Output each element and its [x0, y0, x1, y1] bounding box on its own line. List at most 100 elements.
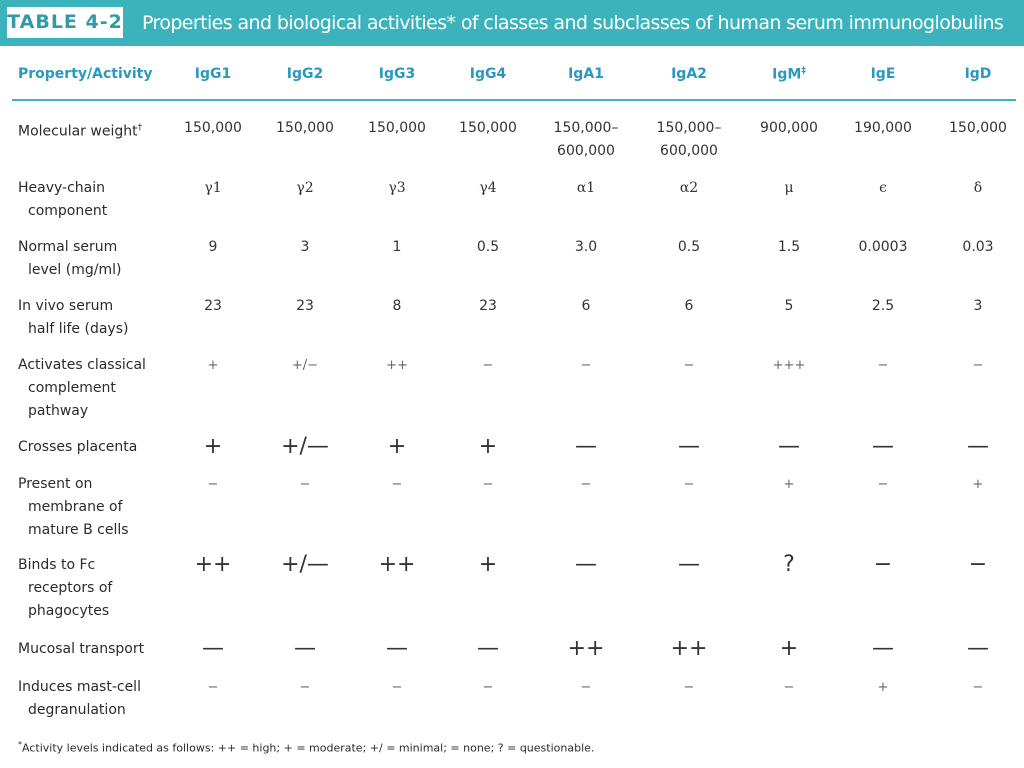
row-label-line: mature B cells — [28, 522, 129, 538]
column-header-igg2: IgG2 — [287, 66, 323, 82]
table-cell-igm: + — [779, 636, 799, 661]
table-cell-igg3: + — [387, 434, 407, 459]
row-label-line: Crosses placenta — [18, 439, 138, 455]
table-cell-igm: 900,000 — [760, 120, 818, 136]
column-header-label: IgA2 — [671, 66, 707, 82]
row-label-line: pathway — [28, 403, 89, 419]
table-cell-igg3: γ3 — [388, 180, 406, 196]
column-header-label: IgG4 — [469, 66, 507, 82]
table-cell-igg3: ++ — [378, 552, 416, 577]
table-cell-igm: ? — [783, 552, 795, 577]
table-cell-iga1: − — [580, 680, 592, 695]
table-cell-igm: +++ — [772, 358, 806, 373]
row-label-line: Induces mast-cell — [18, 679, 141, 695]
table-cell-iga2: 0.5 — [677, 239, 701, 255]
column-header-label: IgG2 — [286, 66, 324, 82]
table-cell-igg4: + — [478, 552, 498, 577]
table-number-tag: TABLE 4-2 — [6, 6, 124, 39]
table-cell-ige: − — [877, 358, 889, 373]
column-header-igg1: IgG1 — [195, 66, 231, 82]
table-cell-igg2: +/— — [281, 434, 329, 459]
row-label-line: phagocytes — [28, 603, 110, 619]
row-label: Induces mast-cell degranulation — [18, 676, 176, 722]
table-cell-igg4: − — [482, 358, 494, 373]
table-cell-iga2: 150,000– 600,000 — [656, 120, 722, 159]
row-label-line: In vivo serum — [18, 298, 114, 314]
table-cell-igg2: − — [299, 477, 311, 492]
column-header-label: IgD — [964, 66, 992, 82]
row-label-line: Normal serum — [18, 239, 118, 255]
table-cell-igd: + — [972, 477, 984, 492]
column-header-label: IgA1 — [568, 66, 604, 82]
row-label-line: Molecular weight† — [18, 123, 143, 140]
column-header-igg3: IgG3 — [379, 66, 415, 82]
table-cell-ige: − — [877, 477, 889, 492]
row-label: Molecular weight† — [18, 117, 176, 144]
table-cell-igg3: 150,000 — [368, 120, 426, 136]
row-label-footnote-mark: † — [137, 123, 143, 133]
table-cell-igm: — — [778, 434, 800, 459]
column-header-label: IgG1 — [194, 66, 232, 82]
row-label: In vivo serum half life (days) — [18, 295, 176, 341]
row-label: Mucosal transport — [18, 638, 176, 661]
table-cell-iga2: — — [678, 552, 700, 577]
table-cell-igg2: +/− — [291, 358, 319, 373]
column-header-igg4: IgG4 — [470, 66, 506, 82]
header-divider — [12, 99, 1016, 101]
table-cell-iga2: − — [683, 680, 695, 695]
table-cell-igg1: − — [207, 477, 219, 492]
table-cell-igg4: 0.5 — [476, 239, 500, 255]
row-label-line: Heavy-chain — [18, 180, 106, 196]
table-cell-igg2: − — [299, 680, 311, 695]
footnote-text: Activity levels indicated as follows: ++… — [22, 741, 595, 755]
row-label: Present on membrane of mature B cells — [18, 473, 176, 542]
table-cell-iga1: ++ — [567, 636, 605, 661]
column-header-iga2: IgA2 — [671, 66, 707, 82]
column-header-iga1: IgA1 — [568, 66, 604, 82]
table-cell-igg3: 8 — [392, 298, 402, 314]
table-title: Properties and biological activities* of… — [142, 12, 1004, 34]
table-cell-ige: − — [873, 552, 893, 577]
row-label: Activates classical complement pathway — [18, 354, 176, 423]
column-header-label: IgG3 — [378, 66, 416, 82]
table-cell-igg3: 1 — [392, 239, 402, 255]
column-header-ige: IgE — [871, 66, 896, 82]
table-cell-igg3: − — [391, 680, 403, 695]
table-cell-igg2: — — [294, 636, 316, 661]
table-cell-igg2: 3 — [300, 239, 310, 255]
row-label-line: half life (days) — [28, 321, 129, 337]
table-cell-igg2: 23 — [296, 298, 314, 314]
row-label-line: level (mg/ml) — [28, 262, 122, 278]
footnote: *Activity levels indicated as follows: +… — [18, 740, 594, 755]
table-cell-igg3: — — [386, 636, 408, 661]
table-cell-iga2: 6 — [684, 298, 694, 314]
table-cell-igg3: − — [391, 477, 403, 492]
row-label-line: Present on — [18, 476, 93, 492]
table-cell-iga2: − — [683, 477, 695, 492]
column-header-igd: IgD — [965, 66, 992, 82]
column-header-label: Property/Activity — [18, 66, 153, 82]
table-cell-igg3: ++ — [386, 358, 408, 373]
table-cell-igg1: + — [203, 434, 223, 459]
column-header-row: Property/Activity IgG1 IgG2 IgG3 IgG4 IgA1 IgA… — [0, 56, 1024, 100]
row-label: Heavy-chain component — [18, 177, 176, 223]
table-cell-igg1: ++ — [194, 552, 232, 577]
table-cell-igg1: 9 — [208, 239, 218, 255]
row-label-line: component — [28, 203, 108, 219]
table-cell-igg4: — — [477, 636, 499, 661]
column-header-property: Property/Activity — [18, 66, 153, 82]
column-header-footnote-mark: ‡ — [801, 66, 806, 76]
table-cell-igm: − — [783, 680, 795, 695]
column-header-label: IgE — [870, 66, 896, 82]
table-cell-igd: — — [967, 434, 989, 459]
table-cell-igd: — — [967, 636, 989, 661]
table-cell-ige: 0.0003 — [858, 239, 908, 255]
table-cell-igg4: + — [478, 434, 498, 459]
table-cell-iga2: ++ — [670, 636, 708, 661]
table-cell-iga1: — — [575, 434, 597, 459]
row-label-line: Binds to Fc — [18, 557, 96, 573]
table-cell-ige: + — [877, 680, 889, 695]
table-cell-iga2: — — [678, 434, 700, 459]
table-cell-igm: μ — [784, 180, 794, 196]
table-cell-igd: 0.03 — [962, 239, 994, 255]
